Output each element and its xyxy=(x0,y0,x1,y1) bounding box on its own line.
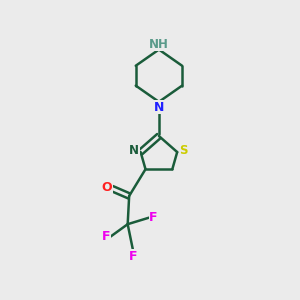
Text: N: N xyxy=(154,101,164,114)
Text: S: S xyxy=(179,144,188,157)
Text: NH: NH xyxy=(149,38,169,51)
Text: F: F xyxy=(102,230,110,243)
Text: F: F xyxy=(149,211,158,224)
Text: N: N xyxy=(129,144,139,157)
Text: F: F xyxy=(129,250,137,263)
Text: O: O xyxy=(101,181,112,194)
